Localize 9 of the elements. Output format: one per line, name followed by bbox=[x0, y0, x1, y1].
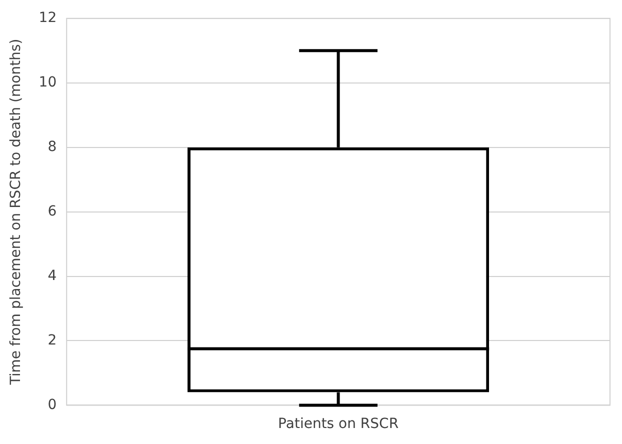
y-tick-label: 6 bbox=[48, 203, 57, 220]
x-tick-label: Patients on RSCR bbox=[278, 416, 399, 432]
y-tick-label: 0 bbox=[48, 396, 57, 413]
y-tick-label: 2 bbox=[48, 332, 57, 348]
y-tick-label: 12 bbox=[38, 10, 57, 26]
y-tick-label: 8 bbox=[48, 138, 57, 155]
y-tick-label: 4 bbox=[48, 268, 57, 284]
y-axis-title: Time from placement on RSCR to death (months) bbox=[8, 38, 24, 386]
y-tick-label: 10 bbox=[38, 74, 57, 91]
